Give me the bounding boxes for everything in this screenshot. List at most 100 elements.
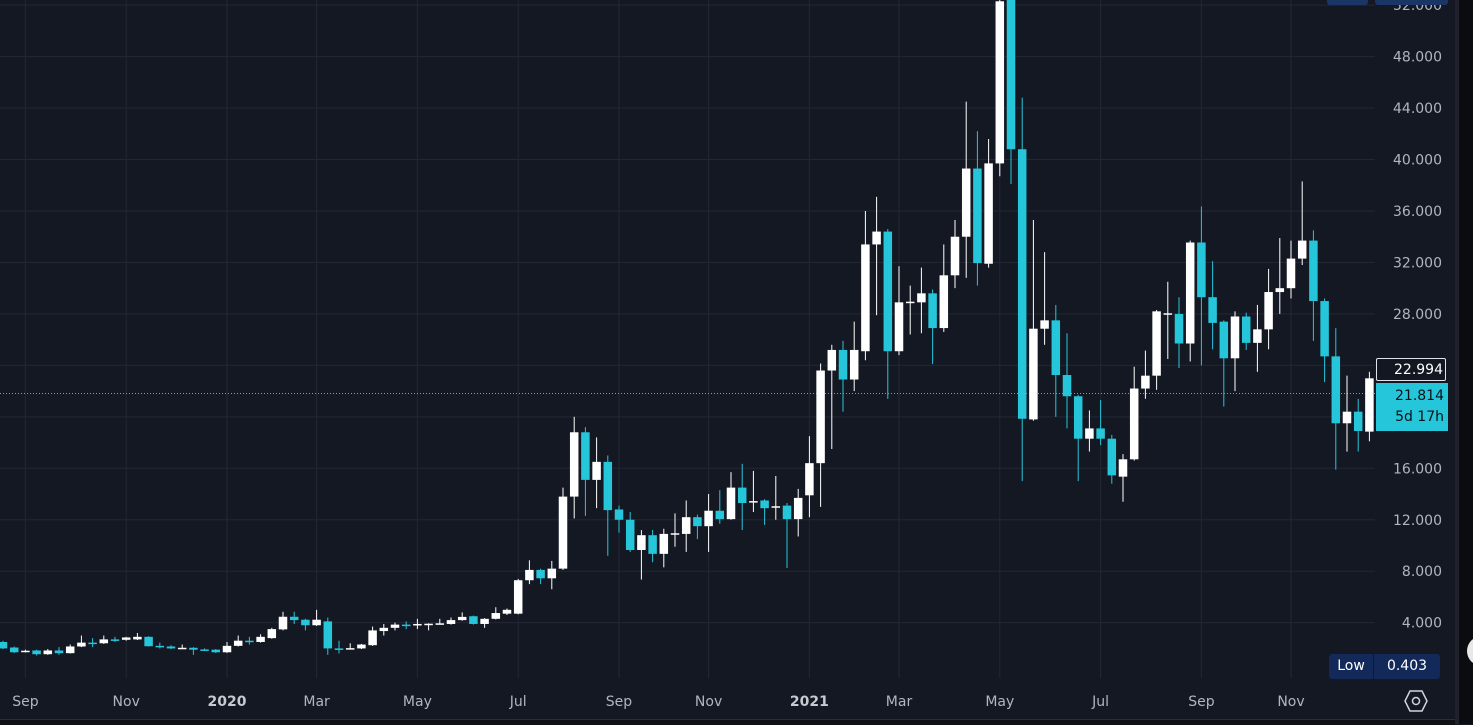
time-axis[interactable]: Sep Nov 2020 Mar May Jul Sep Nov 2021 Mar May Jul Se… [12,694,1304,710]
candle [1129,366,1139,461]
price-tick-label: 12.000 [1393,513,1442,529]
candle [625,512,635,552]
candle [581,427,590,516]
candle-body [278,616,288,630]
candle [435,618,445,625]
candle [1331,328,1341,470]
top-toolbar-button[interactable] [1375,0,1448,5]
candle [368,626,377,646]
candle-body [245,640,254,643]
candle-body [1342,411,1352,424]
candle [301,618,310,631]
price-tick-label: 40.000 [1393,153,1442,169]
low-badge: Low 0.403 [1329,654,1440,679]
candle-body [883,231,893,352]
candle-body [1163,313,1173,315]
bottom-border [0,719,1455,725]
candle [950,219,960,289]
candle [222,641,232,653]
candle [894,266,904,356]
candle [984,138,993,268]
candle [121,636,131,641]
candle-body [939,275,949,329]
time-tick-label: 2021 [790,694,829,710]
candle [469,615,478,625]
price-tick-label: 28.000 [1393,307,1442,323]
price-tick-label: 48.000 [1393,50,1442,66]
candle-body [144,636,153,647]
candle [65,644,75,654]
candle-body [1062,375,1072,397]
candle [715,490,725,524]
candle-body [1219,321,1229,359]
candle [592,437,601,509]
candle [88,638,97,648]
candle-body [1241,316,1251,343]
time-tick-label: May [985,694,1014,710]
candle [513,578,523,615]
candle [558,487,568,570]
candle-body [1006,0,1016,150]
candle-body [435,623,445,625]
candle [502,608,512,615]
candle [693,514,702,540]
candle [177,644,187,650]
time-tick-label: Mar [303,694,330,710]
candle-body [77,642,86,647]
candle-body [21,650,30,653]
time-tick-label: Sep [12,694,39,710]
time-tick-label: May [403,694,432,710]
candle [245,636,254,645]
candle-body [469,616,478,624]
candle-body [1107,438,1117,476]
last-price-label: 21.814 5d 17h [1376,383,1448,431]
candle-body [9,647,19,653]
candle [547,560,557,590]
candle-body [950,236,960,276]
candle [1275,238,1285,314]
candle [9,646,19,653]
candle-body [961,168,971,237]
candle-body [334,648,344,650]
candle [1141,350,1150,399]
candle [491,607,501,620]
candle-body [715,510,725,520]
candle [1241,312,1251,350]
candle-body [603,461,613,511]
candle [77,635,86,648]
candle [110,636,120,642]
candle-body [1275,288,1285,293]
candle [289,611,299,624]
chart-settings-button[interactable] [1403,688,1429,714]
candle [0,640,8,650]
candle-body [121,637,131,640]
candle-body [110,639,120,641]
candle-body [861,244,870,352]
candle-body [592,461,601,480]
candle-body [379,627,389,632]
top-toolbar-button[interactable] [1327,0,1368,5]
candle-body [345,648,355,650]
candle [1309,230,1318,341]
candle-body [1197,242,1206,298]
candle-body [32,650,41,655]
candle-body [513,580,523,614]
candle-body [289,616,299,621]
candle-body [413,623,422,626]
candle-body [1129,388,1139,460]
candle-body [995,1,1005,164]
candle [905,285,915,335]
candle-body [1040,320,1049,329]
candle [995,0,1005,177]
candle-body [737,487,747,504]
candle [32,649,41,656]
candle-body [155,645,165,648]
candle-body [424,623,433,626]
candle-body [1073,396,1083,439]
candle [54,647,64,655]
side-panel-avatar[interactable] [1467,636,1473,666]
time-tick-label: Sep [1188,694,1215,710]
candle [1264,268,1273,350]
price-tick-label: 44.000 [1393,101,1442,117]
